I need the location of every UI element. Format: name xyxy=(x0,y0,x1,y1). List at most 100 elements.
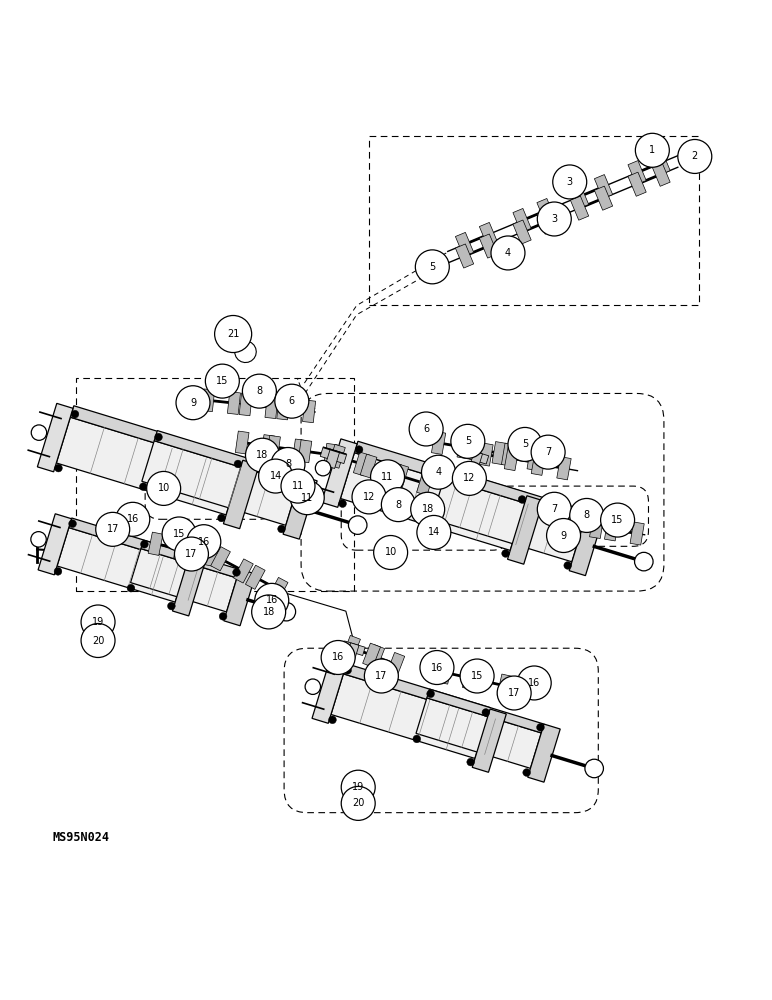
Polygon shape xyxy=(228,392,241,414)
Circle shape xyxy=(482,709,489,716)
Text: 5: 5 xyxy=(522,439,528,449)
Circle shape xyxy=(429,520,437,528)
Polygon shape xyxy=(265,396,278,419)
Polygon shape xyxy=(325,449,340,468)
Text: 16: 16 xyxy=(198,537,210,547)
Polygon shape xyxy=(154,431,301,485)
Polygon shape xyxy=(507,496,543,564)
Polygon shape xyxy=(504,447,519,471)
Text: 10: 10 xyxy=(157,483,170,493)
Polygon shape xyxy=(472,668,487,692)
Circle shape xyxy=(278,525,286,533)
Polygon shape xyxy=(323,443,337,466)
Text: 18: 18 xyxy=(262,607,275,617)
Circle shape xyxy=(579,512,587,520)
Polygon shape xyxy=(564,511,578,534)
Circle shape xyxy=(69,520,76,528)
Polygon shape xyxy=(527,448,541,471)
Text: 9: 9 xyxy=(190,398,196,408)
Circle shape xyxy=(460,659,494,693)
Polygon shape xyxy=(479,234,498,258)
Text: 14: 14 xyxy=(269,471,282,481)
Text: 17: 17 xyxy=(107,524,119,534)
Polygon shape xyxy=(201,389,215,412)
Circle shape xyxy=(176,386,210,420)
Circle shape xyxy=(445,471,452,479)
Polygon shape xyxy=(497,674,513,698)
Polygon shape xyxy=(528,724,560,782)
Text: 17: 17 xyxy=(185,549,198,559)
Text: 7: 7 xyxy=(545,447,551,457)
Polygon shape xyxy=(479,443,493,466)
Text: 6: 6 xyxy=(423,424,429,434)
Circle shape xyxy=(531,435,565,469)
Circle shape xyxy=(553,165,587,199)
Circle shape xyxy=(381,488,415,522)
Circle shape xyxy=(329,716,337,724)
Polygon shape xyxy=(367,645,384,669)
Circle shape xyxy=(537,492,571,526)
Text: 15: 15 xyxy=(173,529,185,539)
Text: 18: 18 xyxy=(422,504,434,514)
Circle shape xyxy=(81,605,115,639)
Circle shape xyxy=(348,516,367,534)
Circle shape xyxy=(635,552,653,571)
Bar xyxy=(76,378,354,591)
Polygon shape xyxy=(432,431,445,454)
Polygon shape xyxy=(628,172,646,196)
Circle shape xyxy=(420,651,454,685)
Polygon shape xyxy=(174,537,188,561)
Text: 15: 15 xyxy=(611,515,624,525)
Circle shape xyxy=(232,569,240,576)
Polygon shape xyxy=(130,549,237,612)
Circle shape xyxy=(140,483,147,491)
Circle shape xyxy=(570,498,604,532)
Circle shape xyxy=(601,503,635,537)
Circle shape xyxy=(371,460,405,494)
Circle shape xyxy=(585,759,604,778)
Circle shape xyxy=(411,492,445,526)
Circle shape xyxy=(341,786,375,820)
Polygon shape xyxy=(266,435,280,458)
Text: 3: 3 xyxy=(567,177,573,187)
Circle shape xyxy=(215,315,252,353)
Circle shape xyxy=(413,735,421,743)
Circle shape xyxy=(127,584,135,592)
Circle shape xyxy=(409,412,443,446)
Circle shape xyxy=(242,374,276,408)
Text: 19: 19 xyxy=(92,617,104,627)
Circle shape xyxy=(305,679,320,694)
Text: 11: 11 xyxy=(381,472,394,482)
Circle shape xyxy=(315,460,330,476)
Polygon shape xyxy=(457,436,471,459)
Text: 3: 3 xyxy=(551,214,557,224)
Text: 21: 21 xyxy=(227,329,239,339)
Polygon shape xyxy=(594,186,613,210)
Circle shape xyxy=(491,236,525,270)
Circle shape xyxy=(218,514,225,522)
Polygon shape xyxy=(630,522,644,545)
Text: 5: 5 xyxy=(465,436,471,446)
Polygon shape xyxy=(69,518,190,564)
Text: 9: 9 xyxy=(560,531,567,541)
Circle shape xyxy=(467,758,475,766)
Polygon shape xyxy=(417,472,433,495)
Circle shape xyxy=(182,554,190,562)
Polygon shape xyxy=(531,452,546,475)
Circle shape xyxy=(31,532,46,547)
Circle shape xyxy=(281,469,315,503)
Circle shape xyxy=(81,624,115,657)
Circle shape xyxy=(523,769,530,776)
Polygon shape xyxy=(462,666,478,690)
Circle shape xyxy=(518,496,526,503)
Circle shape xyxy=(71,410,79,418)
Circle shape xyxy=(31,425,46,440)
Polygon shape xyxy=(239,393,252,416)
Polygon shape xyxy=(269,577,288,602)
Text: 11: 11 xyxy=(301,493,313,503)
Polygon shape xyxy=(329,444,345,468)
Circle shape xyxy=(537,202,571,236)
Text: 17: 17 xyxy=(508,688,520,698)
Polygon shape xyxy=(569,512,603,576)
Polygon shape xyxy=(470,451,482,468)
